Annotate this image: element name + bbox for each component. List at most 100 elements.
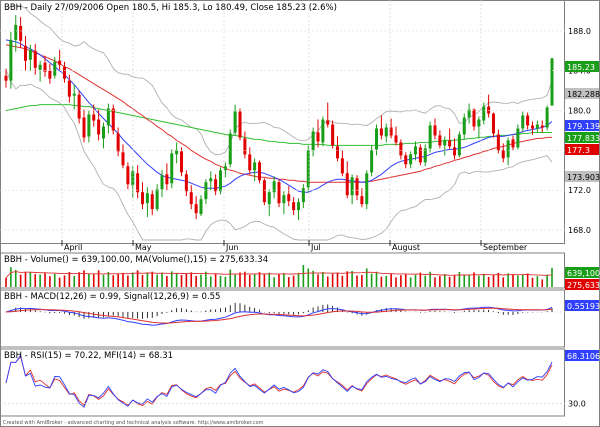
volume-bar (458, 271, 461, 287)
candle-body (365, 173, 369, 205)
candle-body (116, 133, 120, 152)
candle-body (238, 111, 242, 138)
volume-bar (283, 273, 285, 287)
candle-body (92, 114, 96, 121)
candle-body (540, 125, 544, 128)
volume-bar (166, 275, 168, 287)
volume-bar (468, 274, 470, 287)
volume-bar (307, 268, 310, 287)
price-tick-label: 188.0 (568, 27, 591, 36)
candle-body (67, 80, 71, 97)
volume-tag-box (565, 279, 599, 290)
candle-body (491, 113, 496, 134)
candle-body (487, 106, 491, 114)
rsi-line (5, 355, 553, 407)
candle-body (428, 125, 432, 149)
mfi-line (5, 354, 553, 409)
volume-bar (268, 272, 271, 287)
candle-body (462, 117, 466, 135)
candles (4, 14, 554, 221)
candle-body (209, 178, 213, 182)
volume-bar (312, 270, 314, 287)
volume-bar (44, 272, 46, 287)
candle-body (106, 108, 110, 126)
volume-bar (190, 272, 193, 287)
candle-body (165, 174, 169, 185)
volume-bar (53, 273, 56, 287)
volume-bar (14, 269, 17, 287)
volume-bar (507, 273, 509, 287)
candle-body (331, 124, 335, 146)
candle-body (155, 189, 159, 210)
price-tag-label: 185.23 (567, 63, 595, 72)
month-label: April (64, 243, 82, 252)
price-tag-label: 177.833 (567, 134, 600, 143)
volume-bar (273, 277, 275, 287)
candle-body (379, 128, 383, 136)
candle-body (413, 146, 418, 155)
price-tag-box (565, 120, 599, 131)
candle-body (140, 192, 145, 205)
candle-body (262, 180, 266, 203)
candle-body (326, 120, 330, 125)
candle-body (204, 182, 208, 200)
footer-credit: Created with AmiBroker - advanced charti… (3, 420, 264, 426)
macd-panel: BBH - MACD(12,26) = 0.99, Signal(12,26,9… (0, 289, 600, 348)
volume-bar (170, 271, 173, 287)
rsi-tag-label: 68.3106 (567, 352, 600, 361)
volume-bar (322, 271, 324, 287)
volume-bar (502, 277, 505, 287)
candle-body (496, 134, 500, 151)
volume-bar (136, 270, 139, 287)
candle-body (501, 150, 505, 159)
volume-bar (214, 274, 217, 287)
candle-body (296, 202, 301, 211)
volume-tag-label: 275,633 (567, 281, 600, 290)
volume-bar (88, 273, 90, 287)
rsi-lines (5, 354, 553, 409)
candle-body (19, 25, 23, 41)
candle-body (438, 135, 442, 146)
price-tag-label: 173.903 (567, 173, 600, 182)
candle-body (179, 151, 184, 173)
volume-bar (517, 275, 519, 287)
price-tag-label: 177.3 (567, 146, 590, 155)
candle-body (194, 204, 198, 214)
volume-bar (331, 273, 334, 287)
price-tag-label: 182.288 (567, 90, 600, 99)
rsi-tags: 68.3106 (565, 350, 600, 361)
rsi-y-axis: 30.0 (0, 400, 586, 409)
candle-body (287, 194, 291, 202)
volume-bar (317, 274, 319, 287)
candle-body (58, 60, 62, 65)
candle-body (433, 125, 437, 136)
candle-body (272, 181, 276, 193)
volume-bar (219, 275, 222, 287)
candle-body (448, 140, 452, 147)
volume-bar (151, 271, 154, 287)
volume-tag-box (565, 267, 599, 278)
volume-bar (287, 277, 290, 287)
volume-tag-label: 639,100 (567, 269, 600, 278)
volume-bar (448, 276, 451, 287)
volume-bar (127, 275, 129, 287)
price-tick-label: 168.0 (568, 226, 591, 235)
volume-bar (195, 275, 197, 287)
candle-body (218, 170, 223, 192)
candle-body (14, 24, 18, 40)
candle-body (87, 114, 91, 137)
candle-body (384, 127, 388, 137)
volume-bar (443, 274, 446, 287)
candle-body (160, 175, 164, 190)
volume-bar (385, 275, 388, 287)
volume-bar (24, 271, 27, 287)
candle-body (145, 193, 149, 204)
candle-body (199, 199, 203, 215)
volume-bar (551, 267, 553, 287)
volume-bar (258, 272, 261, 287)
volume-bar (341, 275, 344, 287)
candle-body (452, 147, 457, 156)
candle-body (472, 109, 476, 127)
candle-body (243, 138, 247, 155)
